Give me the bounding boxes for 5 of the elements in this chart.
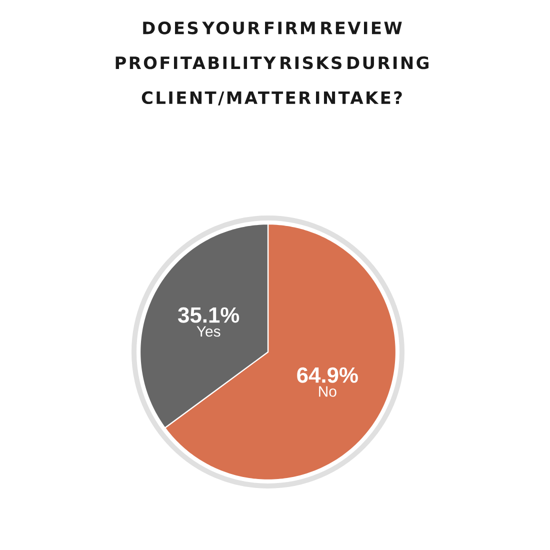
chart-title: DOES YOUR FIRM REVIEW PROFITABILITY RISKS DURING CLIENT/MATTER INTAKE? [116, 22, 428, 106]
data-label: 64.9% [297, 367, 358, 383]
data-label: 35.1% [178, 307, 240, 323]
slice-label: Yes [196, 326, 220, 337]
slice-label: No [319, 386, 336, 397]
